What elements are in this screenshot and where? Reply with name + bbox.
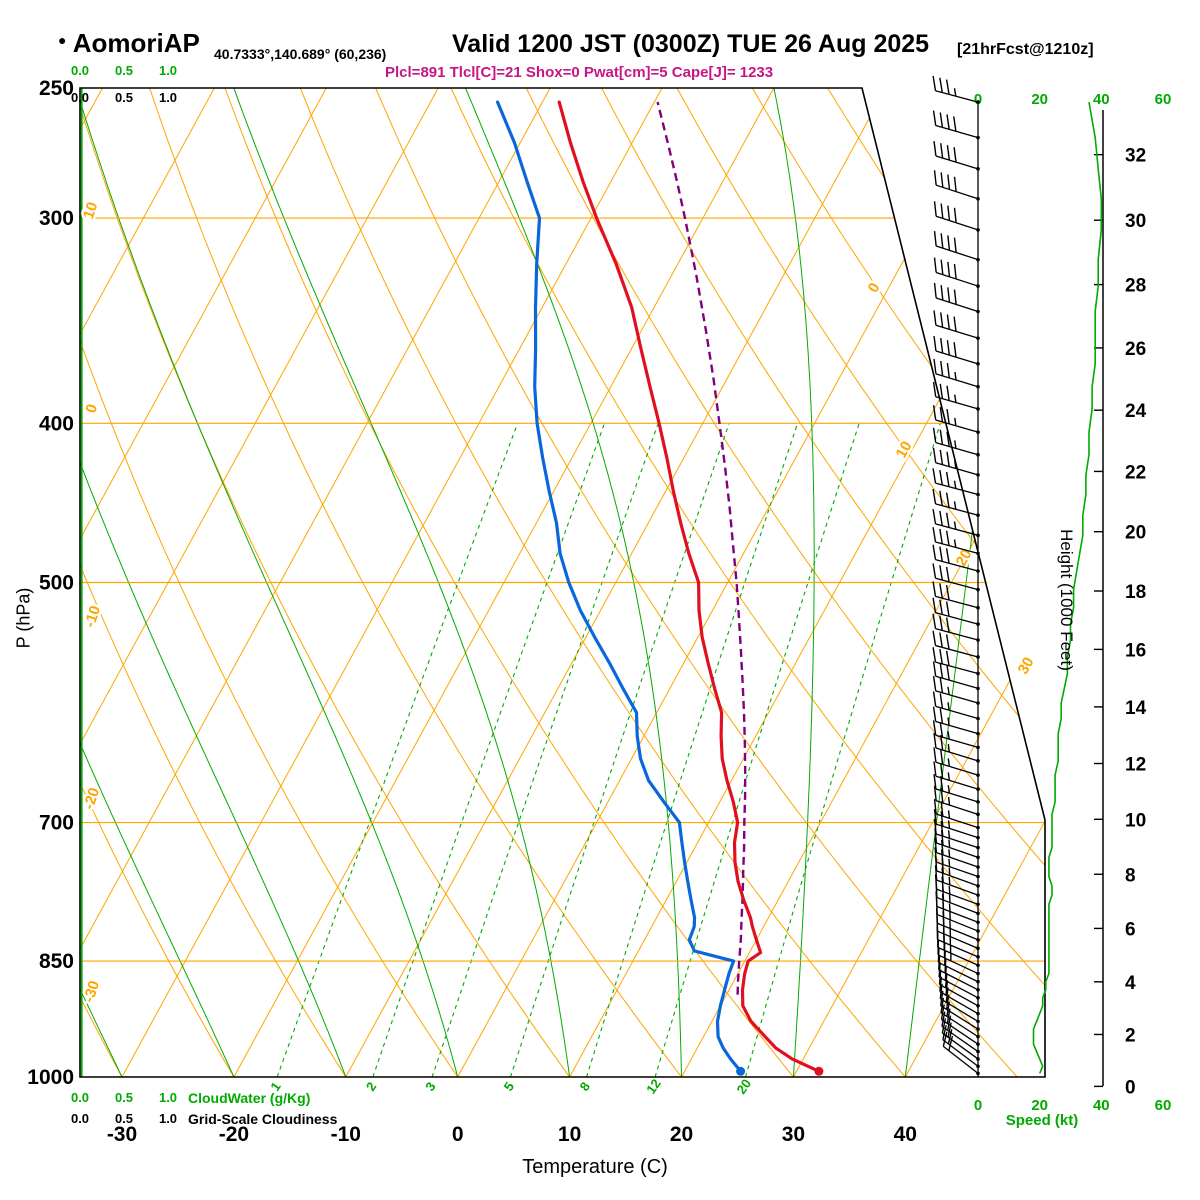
svg-text:0: 0 (452, 1123, 464, 1146)
svg-text:850: 850 (39, 950, 74, 973)
svg-text:40: 40 (1093, 91, 1110, 108)
svg-text:40: 40 (1093, 1097, 1110, 1114)
surface-dewpoint-dot (736, 1066, 746, 1076)
svg-text:10: 10 (558, 1123, 581, 1146)
svg-text:0: 0 (974, 91, 982, 108)
svg-text:60: 60 (1155, 91, 1172, 108)
svg-text:-30: -30 (80, 979, 103, 1005)
cloudwater-scale-top-2: 1.0 (158, 63, 178, 78)
svg-text:-10: -10 (81, 604, 104, 630)
station-bullet-icon: ● (58, 32, 67, 48)
svg-text:14: 14 (1125, 698, 1147, 719)
wind-barbs (932, 75, 980, 1076)
speed-axis-label: Speed (kt) (1005, 1112, 1079, 1129)
cloudiness-scale-bottom-1: 0.5 (114, 1111, 134, 1126)
cloudwater-axis-label: CloudWater (g/Kg) (188, 1090, 311, 1106)
station-coords: 40.7333°,140.689° (60,236) (214, 46, 387, 62)
svg-text:2: 2 (363, 1079, 379, 1094)
svg-text:18: 18 (1125, 582, 1146, 603)
svg-text:-10: -10 (331, 1123, 361, 1146)
station-name: AomoriAP (72, 28, 200, 58)
svg-text:8: 8 (577, 1079, 593, 1094)
svg-text:30: 30 (782, 1123, 805, 1146)
pressure-axis-label: P (hPa) (13, 587, 34, 649)
svg-text:300: 300 (39, 207, 74, 230)
svg-text:30: 30 (1125, 211, 1146, 232)
plot-border (79, 87, 1046, 1078)
station-title: ● AomoriAP (58, 28, 200, 59)
cloudiness-axis-label: Grid-Scale Cloudiness (188, 1111, 338, 1127)
cloudwater-scale-top-1: 0.5 (114, 63, 134, 78)
svg-text:22: 22 (1125, 462, 1146, 483)
svg-text:10: 10 (893, 438, 916, 461)
svg-text:1000: 1000 (27, 1066, 74, 1089)
svg-text:5: 5 (501, 1079, 517, 1094)
svg-text:250: 250 (39, 77, 74, 100)
svg-text:32: 32 (1125, 146, 1146, 167)
wind-speed-profile (1032, 101, 1103, 1074)
svg-text:-20: -20 (219, 1123, 249, 1146)
cloudwater-scale-bottom-2: 1.0 (158, 1090, 178, 1105)
svg-text:20: 20 (670, 1123, 693, 1146)
height-axis-label: Height (1000 Feet) (1057, 529, 1076, 671)
svg-text:20: 20 (734, 1076, 755, 1096)
svg-text:26: 26 (1125, 339, 1146, 360)
svg-text:16: 16 (1125, 640, 1146, 661)
valid-time: Valid 1200 JST (0300Z) TUE 26 Aug 2025 (452, 30, 930, 58)
svg-text:-20: -20 (80, 786, 103, 812)
svg-text:0: 0 (1125, 1077, 1136, 1098)
dewpoint-profile-line (496, 100, 743, 1073)
svg-text:20: 20 (1125, 523, 1146, 544)
cloudiness-scale-top-1: 0.5 (114, 90, 134, 105)
svg-text:10: 10 (1125, 810, 1146, 831)
svg-text:0: 0 (974, 1097, 982, 1114)
svg-text:4: 4 (1125, 973, 1136, 994)
svg-text:8: 8 (1125, 865, 1136, 886)
parcel-profile-line (656, 101, 747, 995)
svg-text:700: 700 (39, 812, 74, 835)
svg-text:40: 40 (894, 1123, 917, 1146)
svg-text:500: 500 (39, 572, 74, 595)
svg-text:30: 30 (1015, 654, 1038, 677)
cloudiness-scale-top-0: 0.0 (70, 90, 90, 105)
svg-text:0: 0 (82, 402, 101, 415)
surface-temperature-dot (814, 1066, 824, 1076)
svg-text:6: 6 (1125, 919, 1136, 940)
svg-text:12: 12 (1125, 755, 1146, 776)
svg-text:2: 2 (1125, 1025, 1136, 1046)
svg-text:12: 12 (643, 1076, 664, 1096)
cloudiness-scale-bottom-0: 0.0 (70, 1111, 90, 1126)
cloudiness-scale-top-2: 1.0 (158, 90, 178, 105)
svg-text:28: 28 (1125, 276, 1146, 297)
svg-text:20: 20 (1031, 1097, 1048, 1114)
temperature-axis-label: Temperature (C) (522, 1156, 668, 1178)
cloudiness-scale-bottom-2: 1.0 (158, 1111, 178, 1126)
sounding-indices: Plcl=891 Tlcl[C]=21 Shox=0 Pwat[cm]=5 Ca… (385, 64, 774, 81)
svg-text:3: 3 (422, 1079, 438, 1094)
temperature-profile-line (557, 100, 821, 1073)
skewt-grid (80, 88, 1045, 1077)
svg-text:-30: -30 (107, 1123, 137, 1146)
cloudwater-scale-top-0: 0.0 (70, 63, 90, 78)
svg-text:24: 24 (1125, 401, 1147, 422)
svg-text:400: 400 (39, 412, 74, 435)
svg-text:20: 20 (1031, 91, 1048, 108)
sounding-profiles (496, 100, 824, 1076)
forecast-tag: [21hrFcst@1210z] (957, 41, 1094, 58)
cloudwater-scale-bottom-1: 0.5 (114, 1090, 134, 1105)
cloudwater-scale-bottom-0: 0.0 (70, 1090, 90, 1105)
svg-text:60: 60 (1155, 1097, 1172, 1114)
